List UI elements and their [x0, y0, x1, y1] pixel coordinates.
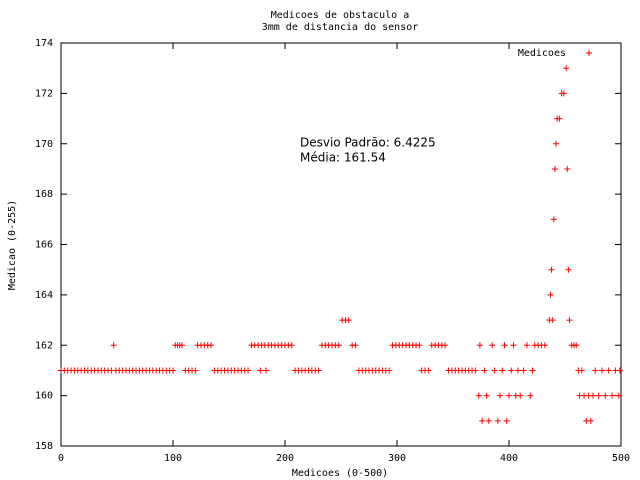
- point: [491, 367, 498, 374]
- y-tick-label: 164: [35, 290, 53, 301]
- point: [560, 90, 567, 97]
- point: [551, 165, 558, 172]
- point: [192, 367, 199, 374]
- point: [550, 216, 557, 223]
- chart-subtitle: 3mm de distancia do sensor: [262, 22, 419, 33]
- legend-marker: [586, 50, 592, 56]
- point: [345, 317, 352, 324]
- chart-title: Medicoes de obstaculo a: [271, 10, 409, 21]
- point: [208, 342, 215, 349]
- point: [494, 417, 501, 424]
- annotation: Desvio Padrão: 6.4225: [300, 136, 436, 150]
- x-tick-label: 500: [612, 453, 630, 464]
- x-tick-label: 400: [500, 453, 518, 464]
- point: [481, 367, 488, 374]
- y-axis-label: Medicao (0-255): [7, 200, 18, 290]
- point: [565, 266, 572, 273]
- point: [506, 392, 512, 399]
- point: [483, 392, 490, 399]
- point: [288, 342, 295, 349]
- point: [485, 417, 492, 424]
- point: [573, 342, 580, 349]
- point: [489, 342, 496, 349]
- point: [541, 342, 548, 349]
- point: [416, 342, 423, 349]
- point: [598, 367, 605, 374]
- y-tick-label: 160: [35, 391, 53, 402]
- point: [556, 115, 563, 122]
- x-tick-label: 300: [388, 453, 406, 464]
- point: [425, 367, 432, 374]
- point: [352, 342, 359, 349]
- y-tick-label: 166: [35, 240, 53, 251]
- point: [587, 417, 594, 424]
- y-tick-label: 172: [35, 88, 53, 99]
- point: [590, 392, 596, 399]
- annotation: Média: 161.54: [300, 151, 386, 165]
- point: [595, 392, 602, 399]
- point: [563, 65, 570, 72]
- point: [615, 392, 622, 399]
- point: [475, 392, 482, 399]
- point: [602, 392, 609, 399]
- point: [386, 367, 393, 374]
- point: [510, 342, 517, 349]
- point: [315, 367, 322, 374]
- point: [605, 367, 612, 374]
- point: [529, 367, 536, 374]
- point: [442, 342, 449, 349]
- x-tick-label: 100: [164, 453, 182, 464]
- point: [527, 392, 534, 399]
- point: [262, 367, 269, 374]
- point: [170, 367, 176, 374]
- y-tick-label: 158: [35, 441, 53, 452]
- point: [517, 392, 524, 399]
- point: [514, 367, 521, 374]
- point: [178, 342, 185, 349]
- point: [335, 342, 342, 349]
- point: [616, 367, 623, 374]
- point: [547, 291, 554, 298]
- point: [257, 367, 264, 374]
- point: [548, 266, 555, 273]
- x-tick-label: 200: [276, 453, 294, 464]
- x-tick-label: 0: [58, 453, 64, 464]
- point: [499, 367, 506, 374]
- point: [508, 367, 515, 374]
- y-tick-label: 170: [35, 139, 53, 150]
- point: [497, 392, 504, 399]
- point: [245, 367, 252, 374]
- point: [501, 342, 508, 349]
- y-tick-label: 162: [35, 340, 53, 351]
- point: [476, 342, 483, 349]
- point: [592, 367, 599, 374]
- point: [609, 392, 616, 399]
- point: [520, 367, 527, 374]
- point: [472, 367, 479, 374]
- x-axis-label: Medicoes (0-500): [292, 468, 388, 479]
- point: [110, 342, 117, 349]
- y-tick-label: 174: [35, 38, 53, 49]
- point: [479, 417, 486, 424]
- point: [503, 417, 510, 424]
- point: [523, 342, 530, 349]
- y-tick-label: 168: [35, 189, 53, 200]
- point: [549, 317, 556, 324]
- legend-label: Medicoes: [518, 48, 566, 59]
- point: [553, 140, 560, 147]
- point: [564, 165, 571, 172]
- point: [566, 317, 573, 324]
- point: [578, 367, 585, 374]
